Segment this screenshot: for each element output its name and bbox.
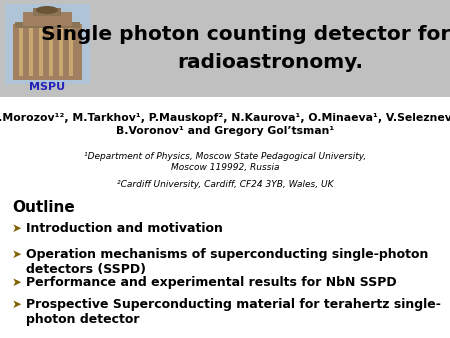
Text: Introduction and motivation: Introduction and motivation: [26, 222, 223, 235]
Text: ²Cardiff University, Cardiff, CF24 3YB, Wales, UK: ²Cardiff University, Cardiff, CF24 3YB, …: [117, 180, 333, 189]
Text: Performance and experimental results for NbN SSPD: Performance and experimental results for…: [26, 276, 396, 289]
Text: ➤: ➤: [12, 298, 22, 311]
Text: Moscow 119992, Russia: Moscow 119992, Russia: [171, 163, 279, 172]
Text: ➤: ➤: [12, 276, 22, 289]
Text: Outline: Outline: [12, 200, 75, 215]
Text: Prospective Superconducting material for terahertz single-
photon detector: Prospective Superconducting material for…: [26, 298, 441, 327]
Text: ➤: ➤: [12, 222, 22, 235]
Text: ¹Department of Physics, Moscow State Pedagogical University,: ¹Department of Physics, Moscow State Ped…: [84, 152, 366, 161]
Text: Single photon counting detector for THz: Single photon counting detector for THz: [40, 25, 450, 45]
Text: Operation mechanisms of superconducting single-photon
detectors (SSPD): Operation mechanisms of superconducting …: [26, 248, 428, 276]
Text: radioastronomy.: radioastronomy.: [177, 52, 363, 72]
Text: B.Voronov¹ and Gregory Gol’tsman¹: B.Voronov¹ and Gregory Gol’tsman¹: [116, 126, 334, 136]
Text: MSPU: MSPU: [29, 82, 65, 92]
Text: ➤: ➤: [12, 248, 22, 261]
Text: D.Morozov¹², M.Tarkhov¹, P.Mauskopf², N.Kaurova¹, O.Minaeva¹, V.Seleznev¹,: D.Morozov¹², M.Tarkhov¹, P.Mauskopf², N.…: [0, 113, 450, 123]
